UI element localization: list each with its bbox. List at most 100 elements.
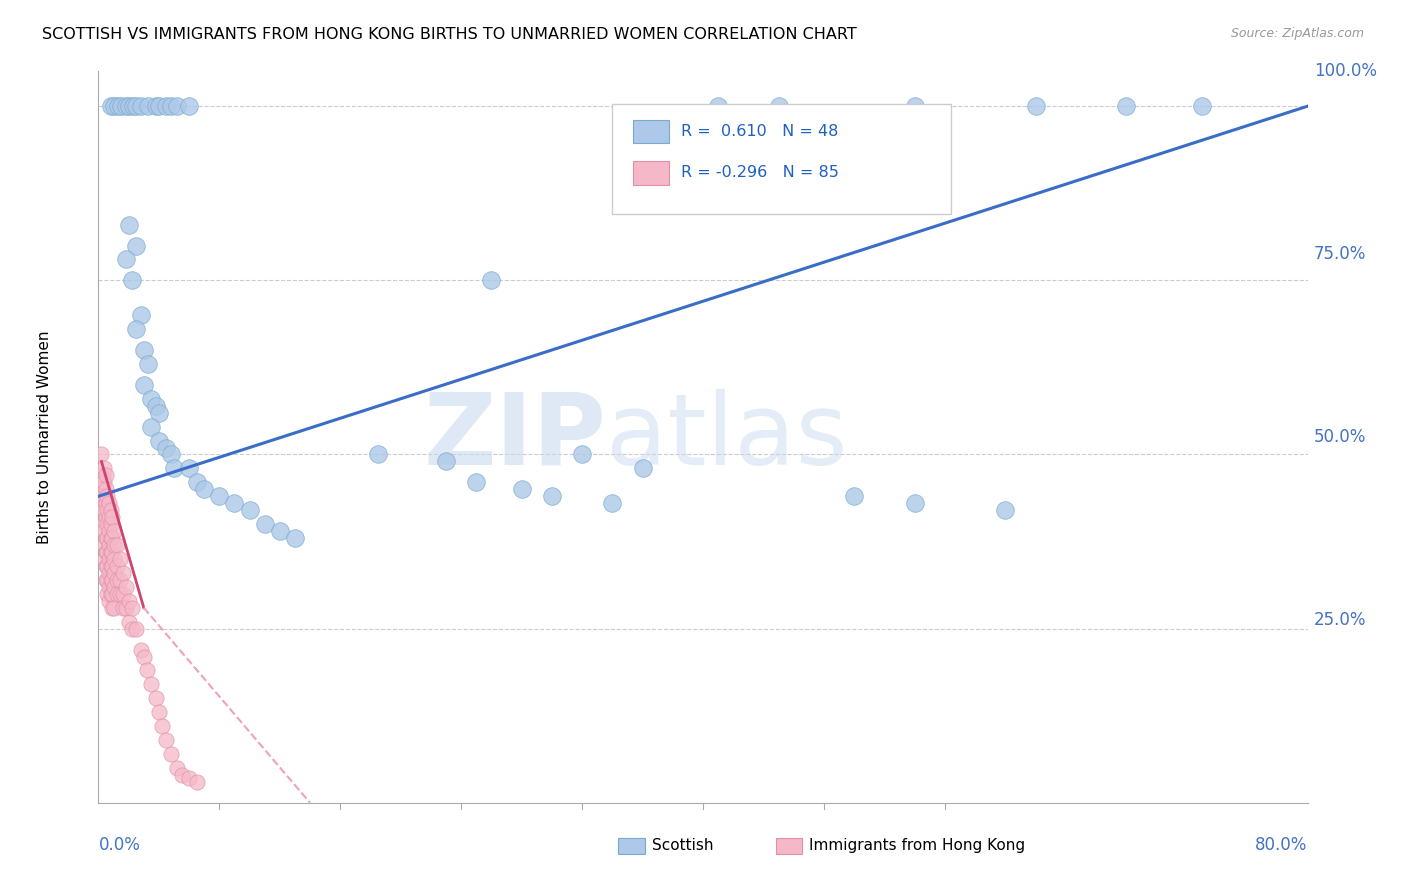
Text: 0.0%: 0.0% — [98, 836, 141, 854]
Point — [103, 600, 125, 615]
Point — [111, 600, 134, 615]
Point — [94, 510, 117, 524]
Point — [98, 538, 121, 552]
Point — [179, 461, 201, 475]
Point — [105, 573, 128, 587]
Point — [148, 99, 170, 113]
Point — [148, 406, 170, 420]
Point — [101, 573, 124, 587]
Text: ZIP: ZIP — [423, 389, 606, 485]
Point — [155, 733, 177, 747]
Point — [121, 273, 143, 287]
Point — [96, 587, 118, 601]
Point — [510, 483, 533, 497]
Point — [93, 503, 115, 517]
Point — [239, 503, 262, 517]
Point — [90, 448, 112, 462]
Point — [141, 677, 163, 691]
Text: 100.0%: 100.0% — [1313, 62, 1376, 80]
Point — [170, 768, 193, 782]
Point — [101, 600, 124, 615]
Point — [269, 524, 291, 538]
FancyBboxPatch shape — [633, 120, 669, 143]
Point — [114, 252, 136, 267]
Point — [118, 594, 141, 608]
Text: Immigrants from Hong Kong: Immigrants from Hong Kong — [810, 838, 1025, 854]
Point — [155, 99, 177, 113]
Point — [224, 496, 246, 510]
Point — [103, 524, 125, 538]
FancyBboxPatch shape — [619, 838, 645, 854]
Point — [193, 483, 215, 497]
Point — [94, 573, 117, 587]
Point — [103, 538, 125, 552]
Point — [100, 531, 122, 545]
Point — [160, 99, 183, 113]
Point — [94, 483, 117, 497]
Point — [101, 587, 124, 601]
Point — [96, 545, 118, 559]
Point — [114, 99, 136, 113]
Point — [101, 531, 124, 545]
Point — [132, 649, 155, 664]
Point — [121, 622, 143, 636]
Point — [91, 468, 114, 483]
Point — [166, 99, 188, 113]
Point — [91, 517, 114, 532]
Point — [160, 448, 183, 462]
Point — [98, 510, 121, 524]
Point — [96, 489, 118, 503]
Point — [118, 99, 141, 113]
Point — [100, 558, 122, 573]
Point — [98, 566, 121, 580]
Text: 80.0%: 80.0% — [1256, 836, 1308, 854]
Point — [132, 377, 155, 392]
FancyBboxPatch shape — [613, 104, 950, 214]
Text: Scottish: Scottish — [652, 838, 714, 854]
Point — [768, 99, 790, 113]
Point — [108, 587, 131, 601]
Point — [994, 503, 1017, 517]
Point — [367, 448, 389, 462]
Point — [100, 503, 122, 517]
Point — [103, 552, 125, 566]
Point — [145, 691, 167, 706]
Point — [96, 517, 118, 532]
Point — [100, 587, 122, 601]
Text: Births to Unmarried Women: Births to Unmarried Women — [37, 330, 52, 544]
Point — [179, 772, 201, 786]
Text: 75.0%: 75.0% — [1313, 245, 1367, 263]
Point — [101, 545, 124, 559]
Point — [434, 454, 457, 468]
Text: atlas: atlas — [606, 389, 848, 485]
Point — [114, 600, 136, 615]
Point — [118, 615, 141, 629]
Point — [93, 552, 115, 566]
Point — [122, 99, 145, 113]
Text: R = -0.296   N = 85: R = -0.296 N = 85 — [682, 165, 839, 180]
Point — [94, 531, 117, 545]
Point — [103, 566, 125, 580]
Point — [118, 218, 141, 232]
Point — [540, 489, 562, 503]
FancyBboxPatch shape — [633, 161, 669, 185]
Point — [135, 664, 157, 678]
Point — [96, 531, 118, 545]
Point — [163, 461, 186, 475]
Point — [136, 357, 159, 371]
Point — [93, 538, 115, 552]
Point — [125, 238, 148, 252]
Point — [707, 99, 730, 113]
Point — [253, 517, 276, 532]
Point — [1191, 99, 1213, 113]
Text: 25.0%: 25.0% — [1313, 611, 1367, 629]
Point — [91, 483, 114, 497]
Point — [94, 558, 117, 573]
Point — [101, 558, 124, 573]
Point — [98, 580, 121, 594]
Point — [129, 99, 152, 113]
Point — [155, 441, 177, 455]
Point — [145, 399, 167, 413]
Point — [107, 99, 129, 113]
Point — [125, 622, 148, 636]
